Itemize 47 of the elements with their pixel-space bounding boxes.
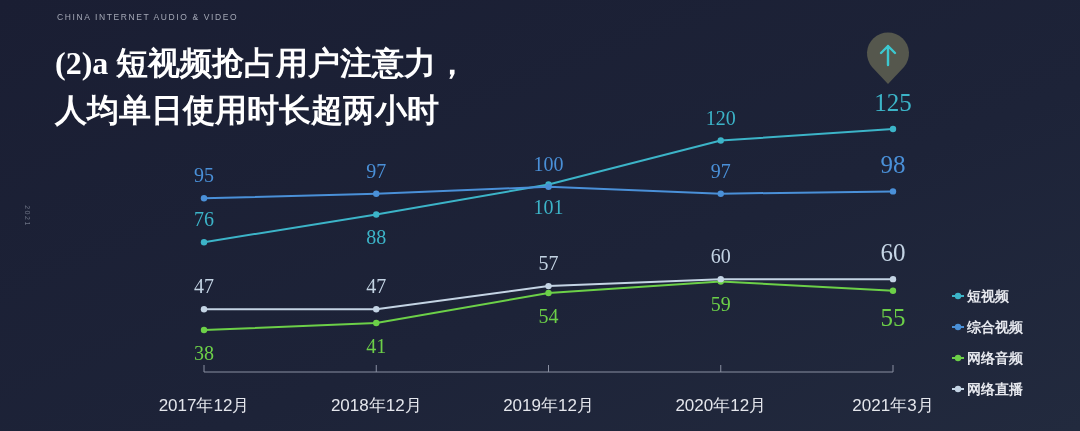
x-tick-label: 2019年12月 xyxy=(503,395,594,415)
legend-label: 短视频 xyxy=(966,288,1010,304)
data-label: 59 xyxy=(710,293,731,316)
point xyxy=(200,306,208,313)
point xyxy=(373,319,380,327)
point xyxy=(545,289,552,297)
point xyxy=(373,211,380,218)
text: CHINA INTERNET AUDIO & VIDEO xyxy=(57,12,239,22)
point xyxy=(889,125,897,133)
data-label: 55 xyxy=(880,304,906,332)
point xyxy=(717,190,724,197)
data-label: 97 xyxy=(710,159,731,182)
x-tick-label: 2018年12月 xyxy=(330,395,422,415)
chart-title: (2)a 短视频抢占用户注意力，人均单日使用时长超两小时 xyxy=(54,45,469,128)
data-label: 97 xyxy=(366,159,387,182)
data-label: 98 xyxy=(880,150,906,178)
point xyxy=(889,287,897,294)
data-label: 54 xyxy=(538,305,559,328)
x-tick-label: 2021年3月 xyxy=(852,395,934,415)
data-label: 100 xyxy=(533,152,564,175)
legend-label: 网络音频 xyxy=(967,350,1024,366)
data-label: 95 xyxy=(194,164,214,187)
point xyxy=(889,275,897,283)
data-label: 88 xyxy=(366,226,387,249)
data-label: 120 xyxy=(705,106,736,129)
point xyxy=(889,188,897,195)
point xyxy=(545,282,552,290)
data-label: 38 xyxy=(194,342,214,364)
point xyxy=(200,326,208,334)
x-tick-label: 2020年12月 xyxy=(675,395,767,415)
data-label: 76 xyxy=(194,208,214,231)
data-label: 41 xyxy=(366,335,387,358)
x-tick-label: 2017年12月 xyxy=(158,395,250,415)
data-label: 101 xyxy=(533,196,564,219)
data-label: 57 xyxy=(538,252,559,275)
point xyxy=(200,195,208,202)
legend-label: 网络直播 xyxy=(967,381,1024,397)
data-label: 47 xyxy=(366,275,387,298)
data-label: 60 xyxy=(710,245,731,268)
point xyxy=(200,239,208,246)
legend-label: 综合视频 xyxy=(966,319,1024,335)
data-label: 60 xyxy=(880,238,906,266)
point xyxy=(373,306,380,313)
point xyxy=(373,190,380,197)
point xyxy=(717,137,724,144)
data-label: 47 xyxy=(194,275,214,298)
data-label: 125 xyxy=(874,88,912,116)
